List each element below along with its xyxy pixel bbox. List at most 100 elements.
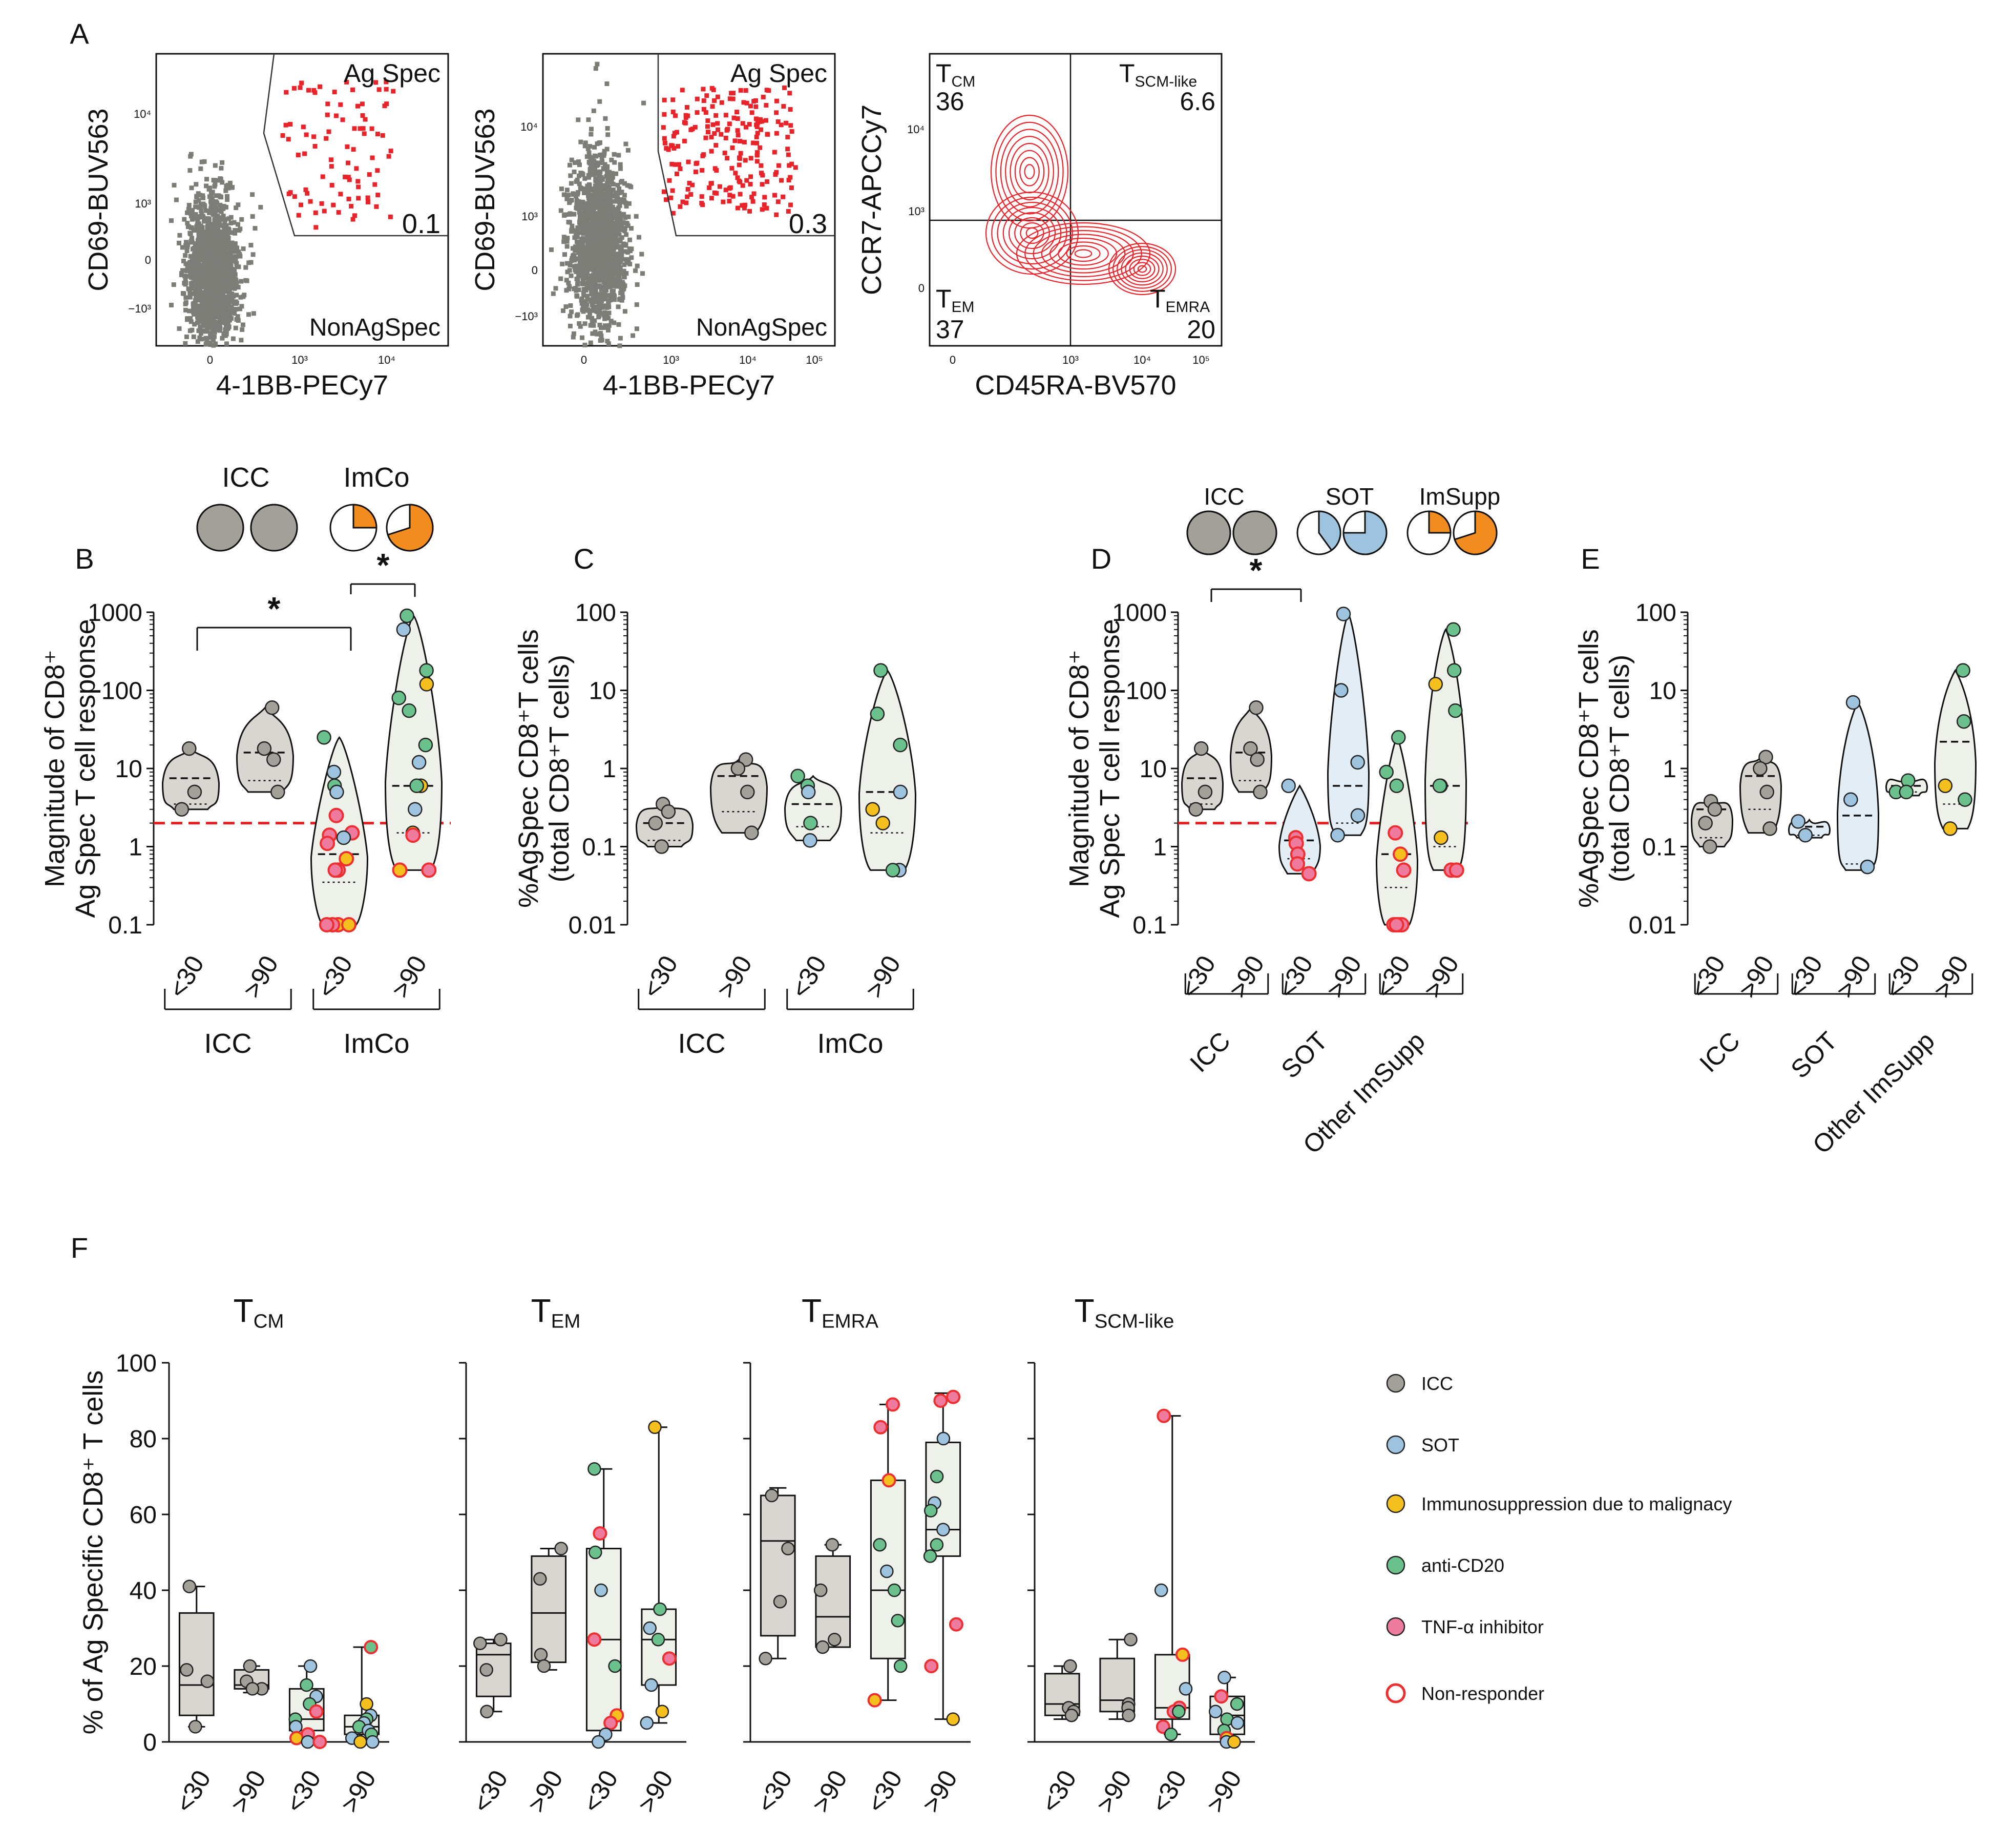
- F-data-point: [1228, 1736, 1240, 1748]
- flow2-gray-dot: [587, 277, 592, 282]
- flow2-agspec-dot: [765, 132, 770, 136]
- data-point-B: [258, 742, 271, 755]
- F-x-tick-label: >90: [522, 1765, 569, 1817]
- flow2-gray-dot: [583, 238, 587, 243]
- flow1-gray-dot: [223, 242, 228, 246]
- data-point-D: [1334, 684, 1348, 697]
- flow1-agspec-dot: [330, 183, 334, 188]
- F-x-tick-label: >90: [1201, 1765, 1247, 1817]
- flow2-gray-dot: [598, 214, 602, 219]
- flow3-contour-ring: [1034, 231, 1133, 277]
- flow2-agspec-dot: [786, 153, 791, 157]
- F-data-point: [869, 1694, 881, 1707]
- flow2-agspec-dot: [774, 131, 779, 136]
- flow2-gray-dot: [562, 235, 566, 239]
- flow2-gray-dot: [576, 159, 581, 164]
- flow1-agspec-dot: [350, 88, 355, 92]
- flow2-gray-dot: [560, 262, 564, 266]
- flow2-gray-dot: [600, 338, 604, 342]
- flow1-ytick: 10³: [135, 197, 151, 210]
- flow2-agspec-dot: [788, 175, 792, 180]
- flow2-agspec-dot: [759, 163, 763, 168]
- flow2-gray-dot: [624, 232, 628, 237]
- flow1-gray-dot: [169, 303, 174, 307]
- flow1-gray-dot: [210, 288, 215, 293]
- F-data-point: [480, 1664, 493, 1676]
- data-point-B: [337, 831, 350, 844]
- flow2-gray-dot: [568, 324, 573, 328]
- F-data-point: [937, 1524, 949, 1536]
- F-box: [761, 1495, 795, 1636]
- flow2-gray-dot: [562, 193, 566, 197]
- flow2-gray-dot: [586, 221, 591, 226]
- flow1-gray-dot: [196, 248, 200, 253]
- flow1-gray-dot: [206, 321, 211, 326]
- pie-B-icc1: [197, 505, 243, 551]
- flow2-agspec-dot: [670, 97, 675, 102]
- flow2-gray-dot: [578, 140, 583, 144]
- flow2-agspec-dot: [785, 147, 790, 151]
- flow1-agspec-dot: [298, 86, 303, 90]
- flow1-gray-dot: [215, 277, 220, 281]
- flow1-agspec-dot: [375, 193, 380, 197]
- flow2-agspec-dot: [748, 182, 753, 186]
- data-point-D: [1282, 779, 1295, 793]
- flow2-gray-dot: [610, 289, 614, 294]
- flow2-agspec-dot: [710, 122, 715, 127]
- F-data-point: [894, 1660, 907, 1672]
- flow2-agspec-dot: [736, 206, 740, 211]
- flow2-agspec-dot: [774, 213, 779, 217]
- flow3-contours: [986, 115, 1175, 295]
- flow1-agspec-dot: [296, 153, 301, 157]
- flow2-agspec-dot: [761, 95, 766, 99]
- flow2-agspec-dot: [703, 136, 708, 140]
- flow1-gray-dot: [196, 191, 201, 196]
- flow2-gray-dot: [574, 288, 578, 293]
- flow2-gray-dot: [571, 246, 575, 251]
- flow1-gray-dot: [215, 206, 219, 211]
- flow2-agspec-dot: [774, 170, 779, 175]
- flow2-gray-dot: [611, 205, 615, 210]
- flow1-gate-value: 0.1: [402, 209, 440, 239]
- flow2-gray-dot: [599, 188, 604, 192]
- flow2-agspec-dot: [662, 190, 666, 194]
- F-data-point: [1177, 1649, 1189, 1661]
- data-point-D: [1380, 765, 1393, 779]
- F-data-point: [592, 1736, 604, 1748]
- flow2-ytick: 0: [532, 264, 538, 277]
- flow1-outside-label: NonAgSpec: [309, 314, 440, 341]
- flow1-gray-dot: [195, 216, 200, 220]
- flow2-gray-dot: [581, 215, 586, 220]
- flow2-gray-dot: [594, 289, 598, 294]
- flow2-gray-dot: [576, 244, 581, 248]
- flow3-contour-ring: [1138, 266, 1146, 273]
- flow1-gray-dot: [234, 278, 238, 283]
- flow1-gray-dot: [207, 232, 212, 237]
- F-x-tick-label: <30: [467, 1765, 514, 1817]
- flow1-gray-dot: [253, 226, 258, 231]
- flow1-agspec-dot: [351, 147, 356, 152]
- data-point-D: [1448, 704, 1462, 717]
- data-point-C: [874, 664, 888, 677]
- data-point-D: [1351, 756, 1364, 769]
- x-tick-label-B: >90: [237, 951, 284, 1003]
- F-data-point: [1155, 1584, 1167, 1596]
- flow2-gray-dot: [629, 226, 634, 231]
- flow2-gray-dot: [592, 109, 596, 113]
- flow2-gray-dot: [634, 214, 639, 219]
- flow2-agspec-dot: [776, 119, 781, 124]
- x-tick-label-D: >90: [1418, 951, 1464, 1003]
- flow1-gray-dot: [208, 199, 213, 204]
- y-tick-label-E: 1: [1663, 756, 1676, 783]
- F-data-point: [828, 1633, 841, 1646]
- flow1-gray-dot: [177, 233, 182, 238]
- flow2-agspec-dot: [748, 103, 753, 108]
- y-tick-label-B: 10: [115, 756, 142, 783]
- flow2-gray-dot: [586, 193, 591, 198]
- flow2-gray-dot: [590, 260, 594, 265]
- flow2-gray-dot: [597, 244, 601, 248]
- flow2-gray-dot: [580, 282, 584, 286]
- flow2-agspec-dot: [788, 123, 793, 128]
- F-data-point: [1125, 1633, 1137, 1646]
- flow2-gray-dot: [586, 315, 591, 320]
